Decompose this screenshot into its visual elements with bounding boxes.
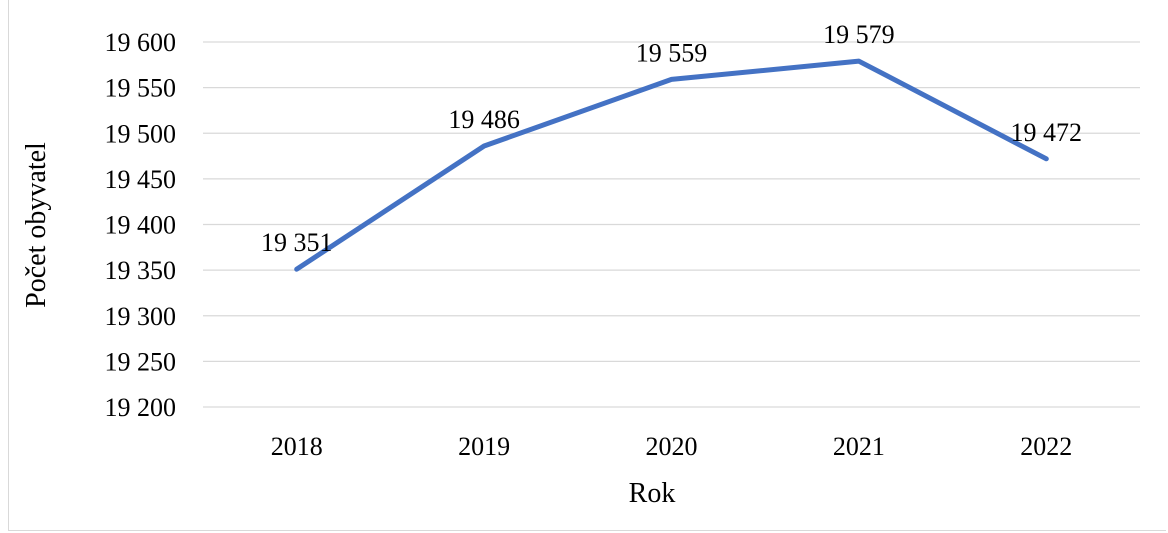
x-tick-label: 2018 xyxy=(271,432,323,461)
y-tick-label: 19 200 xyxy=(105,393,177,422)
y-tick-label: 19 500 xyxy=(105,119,177,148)
y-axis-title: Počet obyvatel xyxy=(21,142,52,308)
y-tick-label: 19 400 xyxy=(105,211,177,240)
x-axis-title: Rok xyxy=(629,478,676,509)
data-labels: 19 351 19 486 19 559 19 579 19 472 xyxy=(261,20,1082,257)
y-tick-label: 19 300 xyxy=(105,302,177,331)
data-label: 19 559 xyxy=(636,38,708,67)
x-tick-label: 2019 xyxy=(458,432,510,461)
y-tick-label: 19 600 xyxy=(105,28,177,57)
data-label: 19 351 xyxy=(261,228,333,257)
y-tick-label: 19 550 xyxy=(105,74,177,103)
y-tick-label: 19 350 xyxy=(105,256,177,285)
y-axis-ticks: 19 200 19 250 19 300 19 350 19 400 19 450 19 5… xyxy=(105,28,177,422)
data-label: 19 579 xyxy=(823,20,895,49)
series-layer xyxy=(294,58,1049,272)
y-tick-label: 19 250 xyxy=(105,347,177,376)
y-tick-label: 19 450 xyxy=(105,165,177,194)
chart-frame xyxy=(8,0,1166,531)
x-tick-label: 2022 xyxy=(1020,432,1072,461)
data-label: 19 472 xyxy=(1011,118,1083,147)
series-line xyxy=(294,58,1049,272)
x-tick-label: 2021 xyxy=(833,432,885,461)
gridlines xyxy=(203,41,1140,408)
x-tick-label: 2020 xyxy=(646,432,698,461)
x-axis-ticks: 2018 2019 2020 2021 2022 xyxy=(271,432,1073,461)
data-label: 19 486 xyxy=(448,105,520,134)
